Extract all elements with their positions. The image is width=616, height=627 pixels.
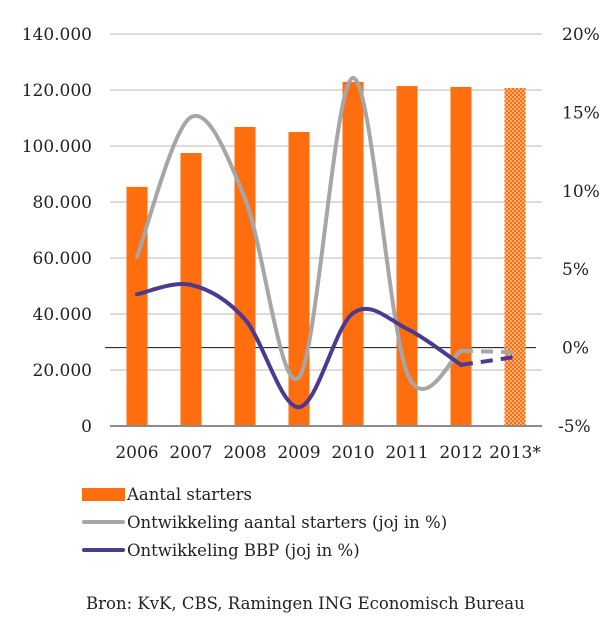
- bar: [180, 153, 202, 425]
- bar: [288, 132, 310, 425]
- x-tick-label: 2010: [331, 443, 374, 463]
- x-tick-label: 2006: [115, 443, 158, 463]
- bar: [396, 86, 418, 425]
- y-left-tick-label: 140.000: [22, 25, 92, 45]
- line-starters-growth: [135, 75, 463, 391]
- y-right-tick-label: 0%: [562, 339, 589, 359]
- x-tick-label: 2008: [223, 443, 266, 463]
- x-tick-label: 2009: [277, 443, 320, 463]
- lines: [135, 75, 516, 410]
- bar: [342, 81, 364, 425]
- y-right-tick-label: 15%: [562, 103, 600, 123]
- y-left-tick-label: 20.000: [33, 361, 92, 381]
- legend-item-aantal-starters: Aantal starters: [82, 480, 447, 508]
- line-starters-growth-forecast: [460, 348, 516, 355]
- x-tick-label: 2011: [385, 443, 428, 463]
- y-right-tick-label: -5%: [558, 417, 591, 437]
- tick-labels: 0 20.000 40.000 60.000 80.000 100.000 120.000 1…: [22, 25, 600, 463]
- y-right-tick-label: 20%: [562, 25, 600, 45]
- legend-label: Ontwikkeling aantal starters (joj in %): [127, 512, 448, 532]
- source-note: Bron: KvK, CBS, Ramingen ING Economisch …: [86, 594, 525, 613]
- y-right-tick-label: 10%: [562, 182, 600, 202]
- legend-label: Aantal starters: [127, 484, 252, 504]
- y-left-tick-label: 100.000: [22, 137, 92, 157]
- line-gdp-growth-forecast: [460, 355, 516, 367]
- bar: [450, 86, 472, 426]
- x-tick-label: 2013*: [489, 443, 541, 463]
- legend-item-ontwikkeling-starters: Ontwikkeling aantal starters (joj in %): [82, 508, 447, 536]
- legend-swatch-bar: [82, 487, 125, 501]
- y-left-tick-label: 40.000: [33, 305, 92, 325]
- y-left-tick-label: 60.000: [33, 249, 92, 269]
- bar: [126, 186, 148, 425]
- legend-label: Ontwikkeling BBP (joj in %): [127, 540, 360, 560]
- chart: 0 20.000 40.000 60.000 80.000 100.000 120.000 1…: [22, 25, 600, 463]
- y-right-tick-label: 5%: [562, 260, 589, 280]
- y-left-tick-label: 0: [81, 417, 92, 437]
- line-gdp-growth: [135, 282, 463, 410]
- x-tick-label: 2012: [439, 443, 482, 463]
- legend-item-ontwikkeling-bbp: Ontwikkeling BBP (joj in %): [82, 536, 447, 564]
- legend-swatch-gray-line: [82, 520, 125, 524]
- x-tick-label: 2007: [169, 443, 212, 463]
- legend: Aantal starters Ontwikkeling aantal star…: [82, 480, 447, 564]
- bar-forecast: [504, 88, 526, 425]
- bar: [234, 126, 256, 426]
- legend-swatch-purple-line: [82, 548, 125, 552]
- y-left-tick-label: 80.000: [33, 193, 92, 213]
- y-left-tick-label: 120.000: [22, 81, 92, 101]
- bars: [126, 81, 526, 426]
